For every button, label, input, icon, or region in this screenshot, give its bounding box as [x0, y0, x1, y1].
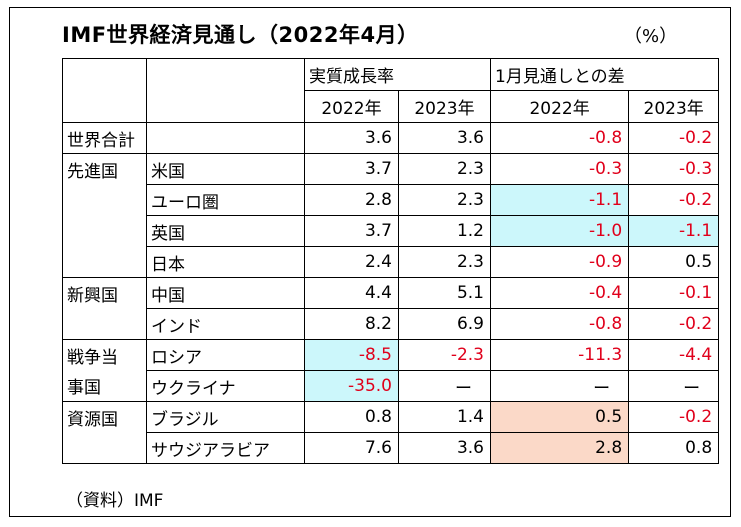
- country-cell: サウジアラビア: [146, 432, 305, 464]
- value-cell: 3.7: [304, 215, 399, 247]
- value-cell: -4.4: [628, 339, 720, 371]
- region-world: 世界合計: [62, 122, 147, 154]
- unit-label: （%）: [624, 26, 678, 47]
- value-cell: 2.8: [304, 184, 399, 216]
- region-span: [62, 184, 147, 216]
- region-span: [62, 246, 147, 278]
- value-cell: 3.6: [398, 432, 491, 464]
- header-group-diff-jan-span: [628, 58, 720, 91]
- value-cell: -0.9: [489, 246, 630, 278]
- value-cell: ー: [489, 370, 630, 402]
- country-cell: ブラジル: [146, 401, 305, 433]
- value-cell: -0.2: [628, 401, 720, 433]
- table-row: 資源国 ブラジル 0.8 1.4 0.5 -0.2: [62, 401, 720, 433]
- value-cell: -0.3: [628, 153, 720, 185]
- table-row: 日本 2.4 2.3 -0.9 0.5: [62, 246, 720, 278]
- value-cell: 1.2: [398, 215, 491, 247]
- region-resource: 資源国: [62, 401, 147, 433]
- region-span: [62, 215, 147, 247]
- value-cell: -1.1: [628, 215, 720, 247]
- table-row: 英国 3.7 1.2 -1.0 -1.1: [62, 215, 720, 247]
- value-cell: 2.3: [398, 153, 491, 185]
- table-row: インド 8.2 6.9 -0.8 -0.2: [62, 308, 720, 340]
- table-row: 先進国 米国 3.7 2.3 -0.3 -0.3: [62, 153, 720, 185]
- value-cell: 0.8: [304, 401, 399, 433]
- country-cell: インド: [146, 308, 305, 340]
- value-cell: -11.3: [489, 339, 630, 371]
- value-cell: -0.4: [489, 277, 630, 309]
- value-cell: -1.1: [489, 184, 630, 216]
- header-year-2022: 2022年: [304, 90, 399, 123]
- table-row: サウジアラビア 7.6 3.6 2.8 0.8: [62, 432, 720, 464]
- value-cell: -35.0: [304, 370, 399, 402]
- country-cell: 日本: [146, 246, 305, 278]
- value-cell: -0.3: [489, 153, 630, 185]
- value-cell: -0.1: [628, 277, 720, 309]
- value-cell: ー: [628, 370, 720, 402]
- forecast-table: 実質成長率 1月見通しとの差 2022年 2023年 2022年 2023年 世…: [62, 58, 720, 464]
- value-cell: 6.9: [398, 308, 491, 340]
- value-cell: -1.0: [489, 215, 630, 247]
- value-cell: -2.3: [398, 339, 491, 371]
- region-span: [62, 432, 147, 464]
- value-cell: 2.8: [489, 432, 630, 464]
- header-diff-2023: 2023年: [628, 90, 720, 123]
- region-span: [62, 308, 147, 340]
- source-note: （資料）IMF: [66, 491, 164, 511]
- table-row: 事国 ウクライナ -35.0 ー ー ー: [62, 370, 720, 402]
- value-cell: 3.6: [398, 122, 491, 154]
- header-group-real-growth-span: [398, 58, 491, 91]
- table-row: 戦争当 ロシア -8.5 -2.3 -11.3 -4.4: [62, 339, 720, 371]
- header-corner-2: [146, 58, 305, 91]
- value-cell: 2.4: [304, 246, 399, 278]
- region-emerging: 新興国: [62, 277, 147, 309]
- header-group-diff-jan: 1月見通しとの差: [489, 58, 629, 91]
- page-title: IMF世界経済見通し（2022年4月）: [62, 23, 419, 47]
- value-cell: 4.4: [304, 277, 399, 309]
- value-cell: 2.3: [398, 246, 491, 278]
- header-diff-2022: 2022年: [489, 90, 630, 123]
- value-cell: -8.5: [304, 339, 399, 371]
- table-row: 世界合計 3.6 3.6 -0.8 -0.2: [62, 122, 720, 154]
- value-cell: 0.5: [489, 401, 630, 433]
- header-blank-2: [146, 90, 305, 123]
- country-cell: [146, 122, 305, 154]
- table-row: ユーロ圏 2.8 2.3 -1.1 -0.2: [62, 184, 720, 216]
- value-cell: -0.2: [628, 122, 720, 154]
- value-cell: ー: [398, 370, 491, 402]
- value-cell: -0.2: [628, 184, 720, 216]
- value-cell: -0.8: [489, 308, 630, 340]
- value-cell: 0.5: [628, 246, 720, 278]
- value-cell: 7.6: [304, 432, 399, 464]
- value-cell: 1.4: [398, 401, 491, 433]
- header-corner: [62, 58, 147, 91]
- value-cell: -0.2: [628, 308, 720, 340]
- header-year-2023: 2023年: [398, 90, 491, 123]
- value-cell: 0.8: [628, 432, 720, 464]
- country-cell: 中国: [146, 277, 305, 309]
- country-cell: ロシア: [146, 339, 305, 371]
- value-cell: 3.6: [304, 122, 399, 154]
- country-cell: ウクライナ: [146, 370, 305, 402]
- country-cell: ユーロ圏: [146, 184, 305, 216]
- header-blank: [62, 90, 147, 123]
- value-cell: 8.2: [304, 308, 399, 340]
- value-cell: 2.3: [398, 184, 491, 216]
- region-war-1: 戦争当: [62, 339, 147, 371]
- value-cell: 3.7: [304, 153, 399, 185]
- header-group-real-growth: 実質成長率: [304, 58, 399, 91]
- value-cell: -0.8: [489, 122, 630, 154]
- region-advanced: 先進国: [62, 153, 147, 185]
- table-row: 新興国 中国 4.4 5.1 -0.4 -0.1: [62, 277, 720, 309]
- value-cell: 5.1: [398, 277, 491, 309]
- country-cell: 米国: [146, 153, 305, 185]
- country-cell: 英国: [146, 215, 305, 247]
- region-war-2: 事国: [62, 370, 147, 402]
- figure-frame: [9, 7, 731, 517]
